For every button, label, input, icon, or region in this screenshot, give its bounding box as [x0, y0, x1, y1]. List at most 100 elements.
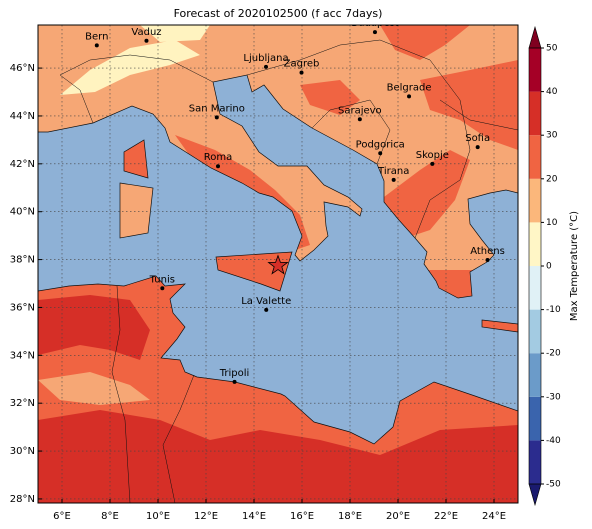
map-title: Forecast of 2020102500 (f acc 7days)	[174, 7, 383, 20]
city-dot	[485, 258, 490, 263]
border	[246, 39, 471, 239]
africa-mild	[38, 372, 150, 405]
city-dot	[264, 307, 269, 312]
colorbar-segment	[529, 178, 541, 223]
city-label: Ljubljana	[243, 53, 288, 64]
border	[162, 374, 195, 503]
city-dot	[214, 115, 219, 120]
map-axes: 6°E 8°E 10°E 12°E 14°E 16°E 18°E 20°E 22°E 24°E 28…	[10, 63, 506, 522]
lon-tick-label: 16°E	[290, 511, 314, 522]
lat-tick-label: 28°N	[10, 494, 35, 505]
lat-tick-label: 44°N	[10, 111, 35, 122]
event-star	[267, 254, 289, 275]
city-label: Athens	[470, 246, 505, 257]
crete	[481, 319, 518, 333]
city-label: Vaduz	[131, 27, 161, 38]
colorbar-segment	[529, 135, 541, 179]
colorbar-tick-label: -40	[546, 436, 561, 446]
city-label: Tunis	[149, 274, 175, 285]
colorbar-segment	[529, 440, 541, 484]
sicily	[215, 251, 293, 292]
border	[311, 99, 391, 165]
lat-tick-label: 38°N	[10, 255, 35, 266]
colorbar-label: Max Temperature (°C)	[569, 211, 580, 321]
sardinia	[119, 182, 154, 239]
city-label: Sarajevo	[338, 105, 382, 116]
city-label: Belgrade	[387, 82, 432, 93]
city-label: Budapest	[351, 18, 398, 29]
border	[59, 54, 214, 124]
city-label: Skopje	[416, 150, 449, 161]
city-label: Tirana	[377, 166, 409, 177]
warm-zone	[380, 25, 470, 60]
colorbar: -50 -40 -30 -20 -10 0 10 20 30 40 50	[528, 25, 561, 507]
map-frame	[37, 24, 519, 504]
lat-tick-label: 30°N	[10, 446, 35, 457]
colorbar-tick-label: 30	[546, 131, 558, 141]
city-dot	[372, 30, 377, 35]
lon-tick-label: 10°E	[146, 511, 170, 522]
city-label: San Marino	[189, 103, 245, 114]
colorbar-under	[528, 483, 542, 507]
city-label: La Valette	[241, 296, 291, 307]
lon-tick-label: 8°E	[101, 511, 119, 522]
colorbar-segment	[529, 353, 541, 397]
colorbar-segment	[529, 48, 541, 92]
lon-tick-label: 24°E	[482, 511, 506, 522]
lon-tick-label: 18°E	[338, 511, 362, 522]
corsica	[123, 139, 149, 179]
warm-zone	[380, 150, 470, 240]
city-label: Tripoli	[219, 368, 250, 379]
city-label: Roma	[204, 152, 233, 163]
colorbar-over	[528, 25, 542, 49]
city-label: Sofia	[465, 133, 490, 144]
alps-cool-zone	[60, 40, 200, 95]
city-dot	[216, 164, 220, 169]
city-dot	[160, 286, 165, 291]
lon-tick-label: 12°E	[194, 511, 218, 522]
lon-tick-label: 22°E	[434, 511, 458, 522]
city-dot	[475, 145, 480, 150]
lat-tick-label: 42°N	[10, 159, 35, 170]
colorbar-tick-label: -30	[546, 392, 561, 402]
city-label: Podgorica	[356, 139, 405, 150]
lat-tick-label: 46°N	[10, 63, 35, 74]
lat-tick-label: 40°N	[10, 207, 35, 218]
africa-hot	[38, 295, 150, 360]
colorbar-tick-label: 10	[546, 218, 558, 228]
graticule	[38, 25, 518, 503]
colorbar-tick-label: 20	[546, 174, 558, 184]
colorbar-segment	[529, 222, 541, 266]
city-dot	[94, 43, 99, 48]
colorbar-tick-label: 50	[546, 44, 558, 54]
city-dot	[357, 117, 362, 122]
colorbar-segment	[529, 91, 541, 136]
city-dot	[378, 151, 383, 156]
colorbar-tick-label: -20	[546, 349, 561, 359]
lon-tick-label: 6°E	[53, 511, 71, 522]
colorbar-tick-label: 40	[546, 87, 558, 97]
lat-tick-label: 34°N	[10, 350, 35, 361]
colorbar-segment	[529, 309, 541, 354]
colorbar-segment	[529, 266, 541, 310]
border	[439, 99, 518, 131]
city-dot	[391, 177, 396, 182]
lon-tick-label: 20°E	[386, 511, 410, 522]
alps-cool-zone	[140, 25, 210, 42]
city-dot	[430, 161, 435, 166]
lon-tick-label: 14°E	[242, 511, 266, 522]
city-label: Bern	[85, 31, 108, 42]
city-dot	[264, 64, 268, 69]
warm-zone	[420, 60, 518, 150]
lat-tick-label: 36°N	[10, 302, 35, 313]
city-dot	[407, 94, 412, 99]
city-dot	[144, 38, 149, 43]
city-label: Zagreb	[284, 59, 320, 70]
colorbar-tick-label: -50	[546, 480, 561, 490]
city-dot	[232, 379, 237, 384]
colorbar-tick-label: -10	[546, 305, 561, 315]
city-dot	[299, 70, 304, 75]
colorbar-segment	[529, 396, 541, 441]
